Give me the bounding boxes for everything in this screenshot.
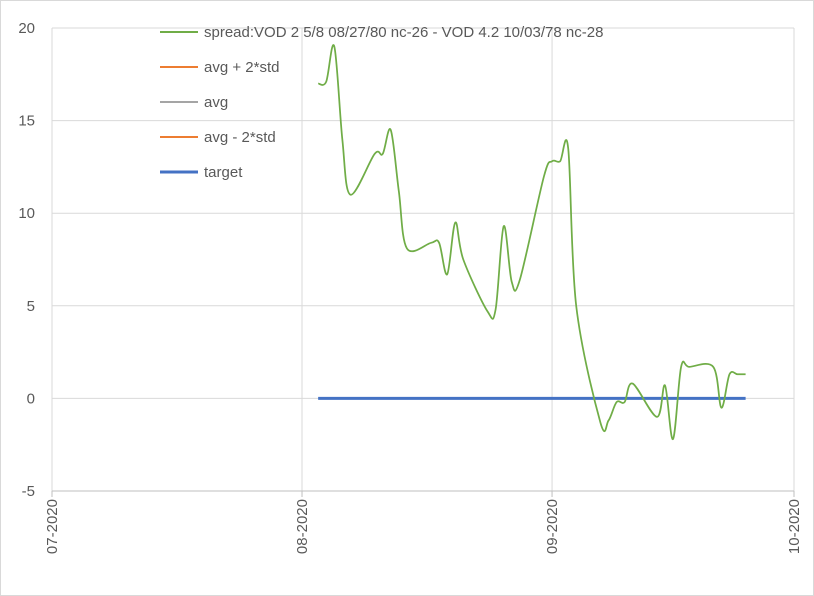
legend-label: avg - 2*std bbox=[204, 129, 276, 146]
legend-label: avg + 2*std bbox=[204, 59, 279, 76]
x-tick-label: 07-2020 bbox=[44, 499, 61, 554]
x-tick-label: 08-2020 bbox=[294, 499, 311, 554]
legend: spread:VOD 2 5/8 08/27/80 nc-26 - VOD 4.… bbox=[160, 24, 603, 181]
legend-label: target bbox=[204, 164, 243, 181]
legend-entry: avg + 2*std bbox=[160, 59, 279, 76]
y-tick-label: 15 bbox=[18, 113, 35, 130]
legend-entry: avg - 2*std bbox=[160, 129, 276, 146]
legend-entry: spread:VOD 2 5/8 08/27/80 nc-26 - VOD 4.… bbox=[160, 24, 603, 41]
y-tick-label: 0 bbox=[27, 390, 35, 407]
y-tick-label: 5 bbox=[27, 298, 35, 315]
x-tick-label: 10-2020 bbox=[786, 499, 803, 554]
series-line-spread bbox=[318, 44, 746, 440]
x-tick-label: 09-2020 bbox=[544, 499, 561, 554]
legend-entry: target bbox=[160, 164, 243, 181]
y-tick-label: -5 bbox=[22, 483, 35, 500]
legend-label: spread:VOD 2 5/8 08/27/80 nc-26 - VOD 4.… bbox=[204, 24, 603, 41]
legend-label: avg bbox=[204, 94, 228, 111]
y-tick-label: 10 bbox=[18, 205, 35, 222]
axes: 20 15 10 5 0 -5 07-2020 08-2020 09-2020 10-2020 bbox=[18, 20, 803, 554]
y-tick-label: 20 bbox=[18, 20, 35, 37]
series-lines bbox=[318, 44, 746, 440]
gridlines bbox=[51, 27, 795, 492]
legend-entry: avg bbox=[160, 94, 228, 111]
